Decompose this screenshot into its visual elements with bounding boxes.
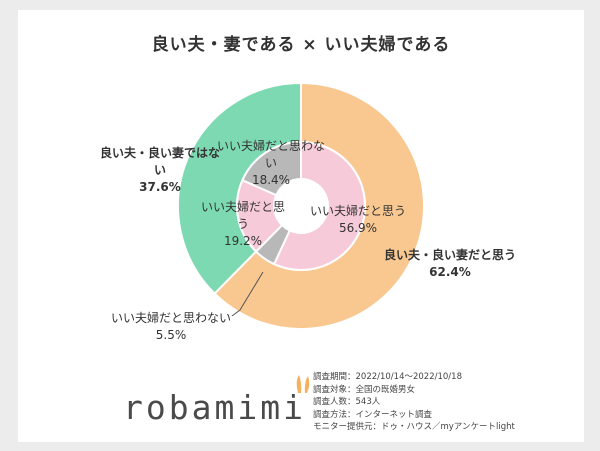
label-outer-positive: 良い夫・良い妻だと思う 62.4% xyxy=(380,247,520,281)
survey-provider: モニター提供元：ドゥ・ハウス／myアンケートlight xyxy=(313,422,515,432)
donut-chart xyxy=(177,81,425,330)
label-outer-negative-pct: 37.6% xyxy=(139,180,181,194)
survey-method: 調査方法：インターネット調査 xyxy=(313,409,433,420)
label-inner-neg-yes-name: いい夫婦だと思う xyxy=(200,200,285,231)
rabbit-ears-icon xyxy=(296,375,310,393)
label-inner-pos-no: いい夫婦だと思わない 5.5% xyxy=(106,310,236,344)
survey-period: 調査期間：2022/10/14〜2022/10/18 xyxy=(313,372,462,382)
label-inner-pos-no-pct: 5.5% xyxy=(155,328,187,342)
label-outer-negative-name: 良い夫・良い妻ではない xyxy=(100,146,221,177)
survey-target: 調査対象：全国の既婚男女 xyxy=(313,384,416,395)
inner-slice-0 xyxy=(272,140,366,271)
survey-info: 調査期間：2022/10/14〜2022/10/18 調査対象：全国の既婚男女 … xyxy=(313,371,515,434)
label-inner-neg-yes-pct: 19.2% xyxy=(223,234,263,248)
label-inner-neg-no: いい夫婦だと思わない 18.4% xyxy=(216,138,326,189)
label-inner-pos-no-name: いい夫婦だと思わない xyxy=(110,311,231,325)
label-outer-positive-pct: 62.4% xyxy=(429,265,471,279)
chart-card: 良い夫・妻である × いい夫婦である 良い夫・良い妻ではない 37.6% 良い夫… xyxy=(18,10,584,442)
brand-logo: robamimi xyxy=(123,388,306,427)
label-inner-neg-no-pct: 18.4% xyxy=(251,173,291,187)
chart-title: 良い夫・妻である × いい夫婦である xyxy=(151,35,451,55)
label-inner-pos-yes: いい夫婦だと思う 56.9% xyxy=(308,203,408,237)
label-outer-positive-name: 良い夫・良い妻だと思う xyxy=(383,248,516,262)
label-inner-pos-yes-name: いい夫婦だと思う xyxy=(309,204,406,218)
label-outer-negative: 良い夫・良い妻ではない 37.6% xyxy=(100,145,220,196)
inner-slice-3 xyxy=(241,140,302,197)
label-inner-neg-no-name: いい夫婦だと思わない xyxy=(216,139,325,170)
leader-line xyxy=(231,271,264,317)
survey-count: 調査人数：543人 xyxy=(313,397,381,407)
label-inner-neg-yes: いい夫婦だと思う 19.2% xyxy=(198,199,288,250)
label-inner-pos-yes-pct: 56.9% xyxy=(338,221,378,235)
